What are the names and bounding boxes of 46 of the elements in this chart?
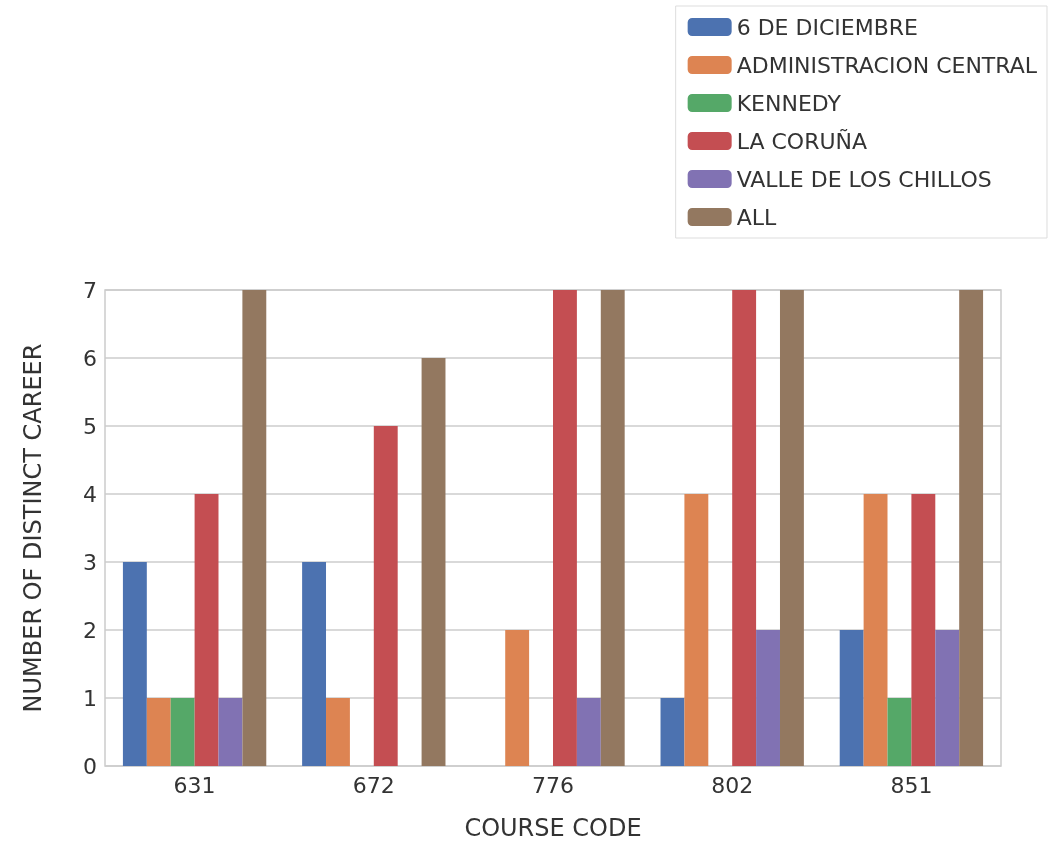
bar [170,698,195,766]
legend-label: ALL [736,204,777,230]
bar [911,494,936,766]
bar [732,290,757,766]
bar [505,630,530,766]
y-tick-label: 2 [83,617,97,643]
bar [863,494,888,766]
bar [660,698,685,766]
bar [194,494,219,766]
bar [146,698,171,766]
y-tick-label: 6 [83,345,97,371]
x-axis-title: COURSE CODE [464,814,642,842]
bar [302,562,327,766]
bar [600,290,625,766]
bar [839,630,864,766]
legend-label: KENNEDY [736,90,842,116]
x-tick-label: 851 [890,772,933,798]
bar [779,290,804,766]
y-tick-label: 4 [83,481,97,507]
bar [959,290,984,766]
bar [326,698,350,766]
bar [684,494,709,766]
bar [122,562,147,766]
bar [242,290,267,766]
y-tick-label: 0 [83,753,97,779]
y-tick-label: 7 [83,277,97,303]
bar [421,358,446,766]
x-tick-label: 802 [711,772,754,798]
legend-label: LA CORUÑA [736,127,868,154]
y-tick-label: 5 [83,413,97,439]
bar [576,698,601,766]
x-tick-label: 776 [532,772,574,798]
y-tick-label: 1 [83,685,97,711]
y-tick-label: 3 [83,549,97,575]
bar [553,290,577,766]
legend-label: ADMINISTRACION CENTRAL [736,52,1038,78]
x-tick-label: 672 [352,772,395,798]
y-axis-title: NUMBER OF DISTINCT CAREER [19,343,47,713]
legend-label: 6 DE DICIEMBRE [736,14,918,40]
bar [756,630,780,766]
x-tick-label: 631 [173,772,216,798]
bar [218,698,243,766]
legend-label: VALLE DE LOS CHILLOS [736,166,992,192]
bar [935,630,960,766]
bar [887,698,912,766]
bar [373,426,398,766]
